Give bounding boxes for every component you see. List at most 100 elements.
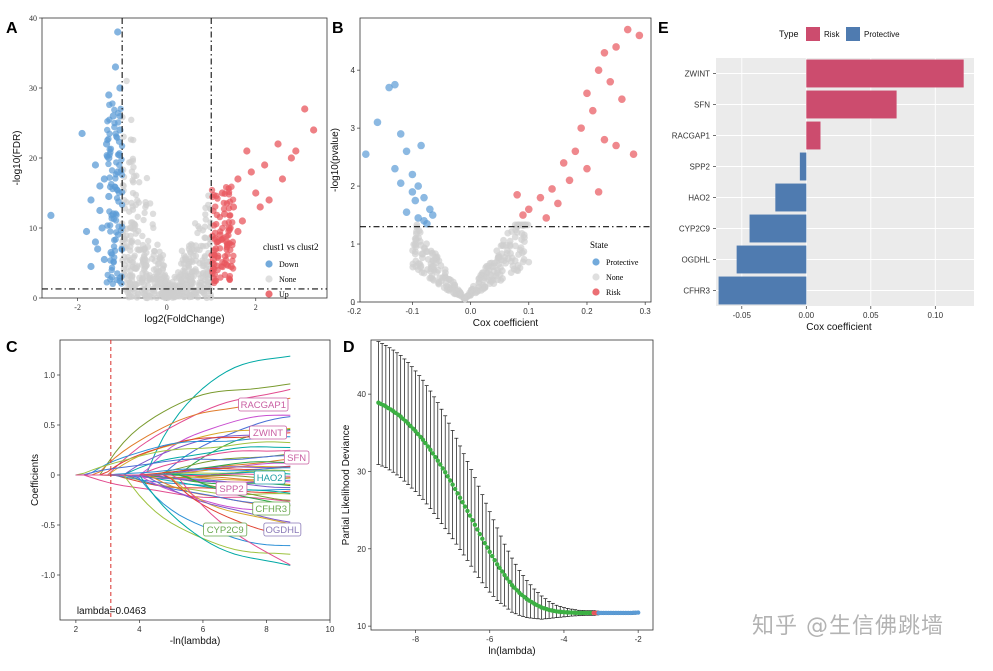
up-point [221,220,228,227]
y-axis-label: Coefficients [30,454,41,506]
down-point [110,259,117,266]
down-point [105,160,112,168]
coefficient-path [75,455,291,476]
none-point [206,240,214,248]
none-point [476,274,483,282]
legend-label: None [606,273,624,282]
down-point [87,196,95,204]
category-label: CFHR3 [683,287,710,296]
x-axis-label: log2(FoldChange) [144,314,224,325]
x-tick-label: 4 [137,625,142,634]
none-point [469,285,476,293]
x-tick-label: 8 [264,625,269,634]
deviance-point [423,440,428,446]
down-point [87,262,95,271]
none-point [146,272,153,279]
protective-point [396,179,405,187]
none-point [496,270,504,278]
down-point [114,231,122,238]
bar-ogdhl [736,245,807,274]
deviance-point [475,527,480,532]
up-point [256,203,264,211]
x-tick-label: 6 [201,625,206,634]
x-axis-label: ln(lambda) [488,646,535,657]
none-point [423,240,430,248]
none-point [521,221,528,229]
none-point [518,236,526,243]
x-tick-label: -8 [412,635,420,644]
deviance-point [480,536,485,541]
down-point [96,182,104,190]
deviance-point [490,553,495,559]
up-point [230,252,237,260]
x-tick-label: -0.05 [733,311,752,320]
protective-point [411,196,420,205]
none-point [144,277,151,284]
up-point [225,188,233,196]
up-point [229,238,237,246]
none-point [202,211,209,218]
none-point [142,198,149,206]
none-point [143,174,151,182]
risk-point [513,190,521,199]
legend-label: Down [279,260,299,269]
down-point [100,175,108,183]
none-point [132,230,139,237]
none-point [171,284,179,291]
up-point [310,126,318,134]
none-point [185,263,192,270]
bar-hao2 [775,183,807,212]
y-tick-label: 0 [33,294,37,303]
gene-label: SFN [287,453,306,464]
risk-point [577,124,585,132]
x-axis-label: Cox coefficient [806,322,872,333]
none-point [142,294,150,302]
deviance-point [452,486,458,492]
none-point [127,247,134,254]
none-point [129,272,136,279]
none-point [417,264,425,271]
up-point [229,257,236,264]
up-point [216,231,224,239]
none-point [201,280,208,288]
risk-point [635,31,644,40]
coefficient-path [75,474,291,566]
x-tick-label: -2 [74,303,81,312]
risk-point [594,66,603,74]
none-point [139,232,146,240]
none-point [180,293,188,301]
down-point [106,174,113,181]
legend-marker [592,273,600,281]
bar-racgap1 [806,121,821,150]
deviance-point [438,462,443,467]
up-point [224,251,231,258]
none-point [126,208,133,215]
x-tick-label: -2 [635,635,643,644]
up-point [220,210,229,218]
deviance-point [435,458,440,463]
down-point [102,140,111,148]
x-tick-label: 0.00 [799,311,815,320]
deviance-point [450,482,455,487]
deviance-point [492,557,497,563]
none-point [143,249,150,256]
y-tick-label: -0.5 [41,521,55,530]
y-tick-label: 30 [357,467,366,476]
category-label: ZWINT [685,70,710,79]
down-point [117,105,124,113]
down-point [98,224,106,232]
deviance-point [487,549,492,555]
up-point [223,246,230,253]
risk-point [542,214,551,222]
gene-label: ZWINT [253,428,283,439]
deviance-point [433,454,438,460]
down-point [106,101,113,109]
down-point [114,28,122,36]
up-point [214,238,221,246]
up-point [227,262,235,271]
bar-spp2 [799,152,807,181]
up-point [261,161,269,169]
down-point [109,280,116,288]
none-point [443,286,451,293]
legend-title: clust1 vs clust2 [263,242,319,252]
